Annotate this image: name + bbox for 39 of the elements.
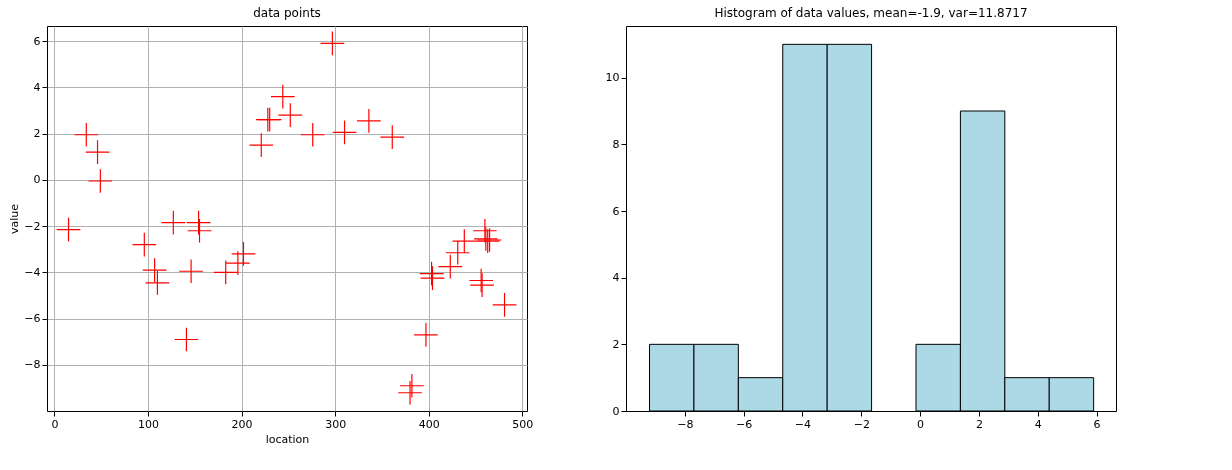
y-tick-label: 4 bbox=[612, 271, 620, 285]
y-tick-label: −8 bbox=[24, 358, 41, 372]
y-tick-label: 0 bbox=[612, 404, 620, 418]
y-tick-label: 6 bbox=[33, 34, 41, 48]
x-tick-label: −6 bbox=[736, 417, 753, 431]
y-tick-label: 2 bbox=[33, 127, 41, 141]
point bbox=[414, 323, 438, 347]
x-tick-label: −4 bbox=[794, 417, 812, 431]
x-axis-title: location bbox=[265, 432, 310, 446]
y-tick-label: 6 bbox=[612, 204, 620, 218]
x-tick-label: 0 bbox=[51, 417, 59, 431]
x-tick-label: 2 bbox=[975, 417, 983, 431]
y-tick-label: 0 bbox=[33, 173, 41, 187]
x-tick-label: 0 bbox=[917, 417, 925, 431]
y-tick-label: −6 bbox=[24, 312, 41, 326]
x-tick-label: 500 bbox=[512, 417, 534, 431]
y-axis-title: value bbox=[8, 203, 22, 235]
x-tick-label: −8 bbox=[677, 417, 694, 431]
point bbox=[400, 373, 424, 398]
x-tick-label: −2 bbox=[853, 417, 870, 431]
x-tick-label: 300 bbox=[325, 417, 347, 431]
y-tick-label: −4 bbox=[24, 265, 41, 279]
point bbox=[88, 169, 113, 193]
x-tick-label: 400 bbox=[418, 417, 440, 431]
point bbox=[278, 103, 303, 127]
y-tick-label: 8 bbox=[612, 137, 620, 151]
point bbox=[470, 273, 494, 297]
y-tick-label: 10 bbox=[605, 71, 620, 85]
chart-title: data points bbox=[253, 6, 321, 20]
x-tick-label: 4 bbox=[1034, 417, 1042, 431]
chart-title: Histogram of data values, mean=-1.9, var=11.8717 bbox=[714, 6, 1028, 20]
y-tick-label: −2 bbox=[24, 219, 41, 233]
x-tick-label: 200 bbox=[231, 417, 253, 431]
x-tick-label: 6 bbox=[1093, 417, 1101, 431]
x-tick-label: 100 bbox=[138, 417, 160, 431]
point bbox=[380, 125, 405, 149]
y-tick-label: 2 bbox=[612, 337, 620, 351]
y-tick-label: 4 bbox=[33, 80, 41, 94]
point bbox=[398, 380, 422, 405]
